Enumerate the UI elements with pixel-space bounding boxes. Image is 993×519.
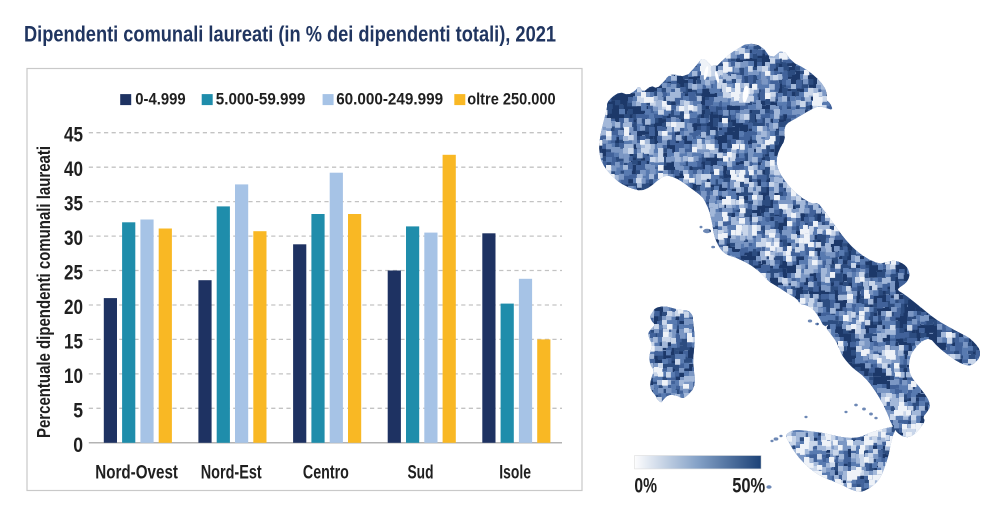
- svg-text:60.000-249.999: 60.000-249.999: [336, 91, 443, 109]
- svg-text:50%: 50%: [732, 474, 765, 497]
- svg-text:0: 0: [73, 434, 83, 457]
- svg-text:Centro: Centro: [303, 462, 349, 483]
- svg-text:oltre 250.000: oltre 250.000: [467, 91, 555, 109]
- svg-text:Sud: Sud: [408, 462, 434, 483]
- svg-text:0%: 0%: [634, 474, 657, 497]
- svg-text:15: 15: [64, 330, 83, 353]
- svg-text:Isole: Isole: [499, 462, 531, 483]
- svg-text:35: 35: [64, 193, 83, 216]
- svg-text:20: 20: [64, 296, 83, 319]
- svg-text:5.000-59.999: 5.000-59.999: [216, 91, 306, 109]
- svg-text:40: 40: [64, 158, 83, 181]
- svg-text:Percentuale dipendenti comunal: Percentuale dipendenti comunali laureati: [33, 146, 54, 438]
- svg-text:0-4.999: 0-4.999: [135, 91, 185, 109]
- svg-text:30: 30: [64, 227, 83, 250]
- svg-text:45: 45: [64, 124, 83, 147]
- svg-text:5: 5: [73, 399, 83, 422]
- svg-text:Nord-Ovest: Nord-Ovest: [95, 462, 178, 483]
- svg-text:Nord-Est: Nord-Est: [201, 462, 262, 483]
- svg-text:10: 10: [64, 365, 83, 388]
- svg-text:Dipendenti comunali laureati (: Dipendenti comunali laureati (in % dei d…: [24, 22, 556, 47]
- svg-text:25: 25: [64, 262, 83, 285]
